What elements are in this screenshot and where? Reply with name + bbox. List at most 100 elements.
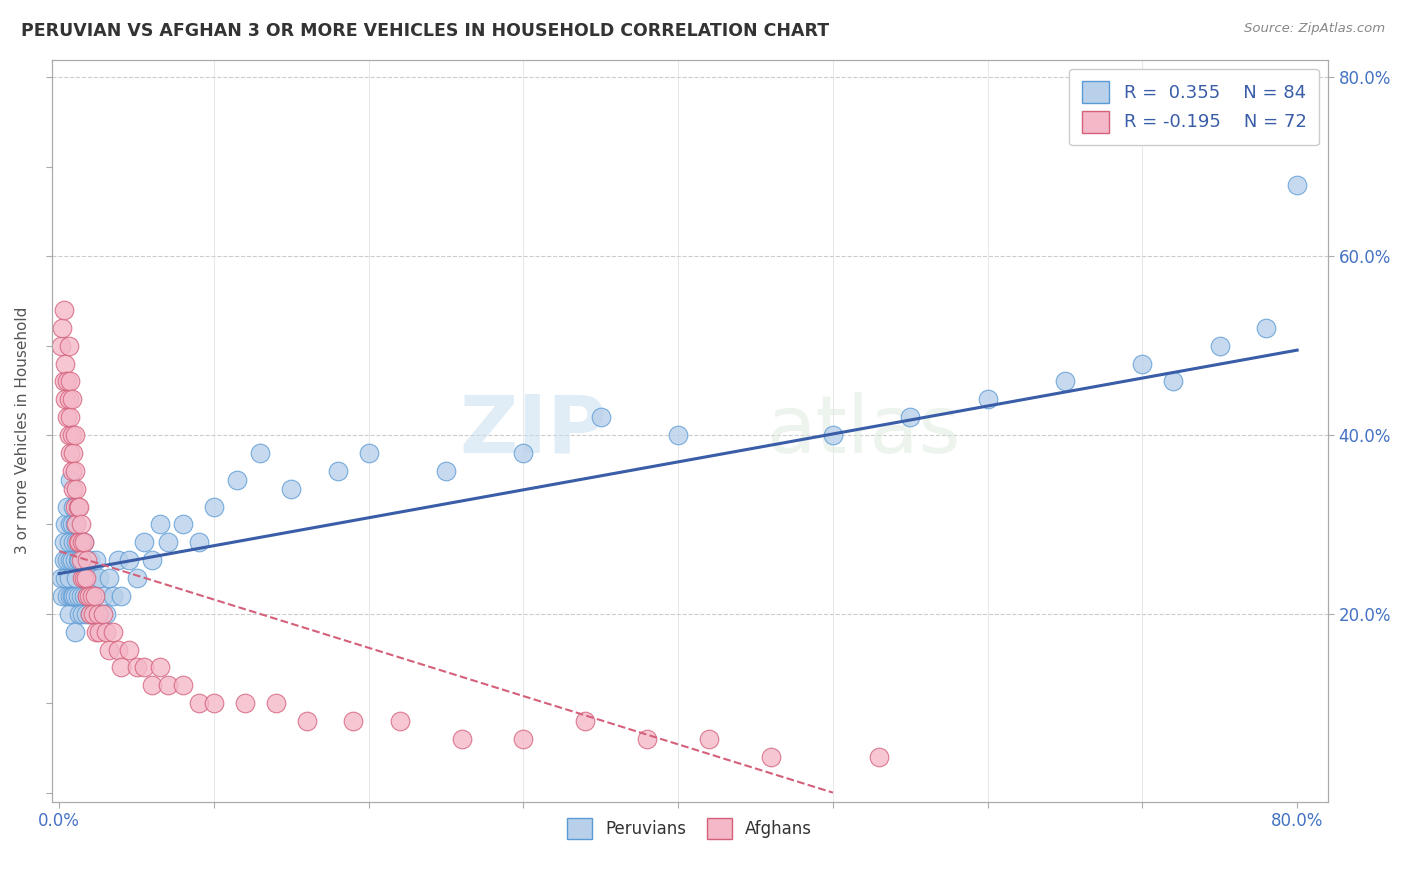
Point [55,357,77,371]
Point [59,446,82,460]
Point [172,678,194,692]
Y-axis label: 3 or more Vehicles in Household: 3 or more Vehicles in Household [15,307,30,554]
Text: PERUVIAN VS AFGHAN 3 OR MORE VEHICLES IN HOUSEHOLD CORRELATION CHART: PERUVIAN VS AFGHAN 3 OR MORE VEHICLES IN… [21,22,830,40]
Point [56,375,79,389]
Point [1053,375,1076,389]
Point [1132,357,1154,371]
Point [60,589,83,603]
Point [697,731,720,746]
Point [67,607,90,621]
Point [1163,375,1185,389]
Point [58,607,80,621]
Point [156,535,179,549]
Point [63,517,86,532]
Point [60,464,83,478]
Point [58,339,80,353]
Point [59,473,82,487]
Point [56,410,79,425]
Point [58,392,80,407]
Point [89,571,111,585]
Text: ZIP: ZIP [460,392,607,469]
Point [66,535,89,549]
Point [60,428,83,442]
Point [63,500,86,514]
Point [80,589,103,603]
Point [66,553,89,567]
Point [60,553,83,567]
Legend: Peruvians, Afghans: Peruvians, Afghans [561,812,818,846]
Point [82,607,104,621]
Point [63,553,86,567]
Point [76,589,98,603]
Point [73,535,96,549]
Point [434,464,457,478]
Point [52,302,75,317]
Point [63,624,86,639]
Point [70,535,93,549]
Point [49,571,72,585]
Point [59,589,82,603]
Point [56,553,79,567]
Point [79,607,101,621]
Point [60,392,83,407]
Point [1256,320,1278,334]
Point [55,517,77,532]
Point [666,428,689,442]
Point [86,624,108,639]
Point [58,535,80,549]
Point [574,714,596,728]
Point [52,535,75,549]
Point [56,589,79,603]
Point [326,464,349,478]
Point [51,320,73,334]
Point [73,589,96,603]
Point [141,553,163,567]
Point [67,535,90,549]
Point [134,660,156,674]
Point [141,678,163,692]
Point [62,482,84,496]
Point [72,535,94,549]
Point [202,500,225,514]
Point [62,535,84,549]
Point [202,696,225,710]
Point [249,446,271,460]
Point [56,500,79,514]
Point [388,714,411,728]
Point [66,589,89,603]
Point [450,731,472,746]
Point [75,607,97,621]
Point [172,517,194,532]
Point [76,553,98,567]
Point [94,624,117,639]
Point [91,607,114,621]
Point [110,660,132,674]
Point [156,678,179,692]
Point [60,517,83,532]
Point [187,535,209,549]
Point [149,517,172,532]
Point [73,571,96,585]
Point [79,553,101,567]
Point [86,553,108,567]
Point [72,607,94,621]
Point [87,607,110,621]
Point [636,731,658,746]
Point [72,571,94,585]
Point [83,607,105,621]
Point [59,410,82,425]
Point [342,714,364,728]
Point [73,535,96,549]
Point [79,607,101,621]
Point [75,571,97,585]
Point [63,589,86,603]
Point [70,517,93,532]
Point [62,500,84,514]
Point [264,696,287,710]
Point [55,571,77,585]
Point [62,446,84,460]
Point [67,553,90,567]
Point [97,571,120,585]
Point [87,607,110,621]
Point [97,642,120,657]
